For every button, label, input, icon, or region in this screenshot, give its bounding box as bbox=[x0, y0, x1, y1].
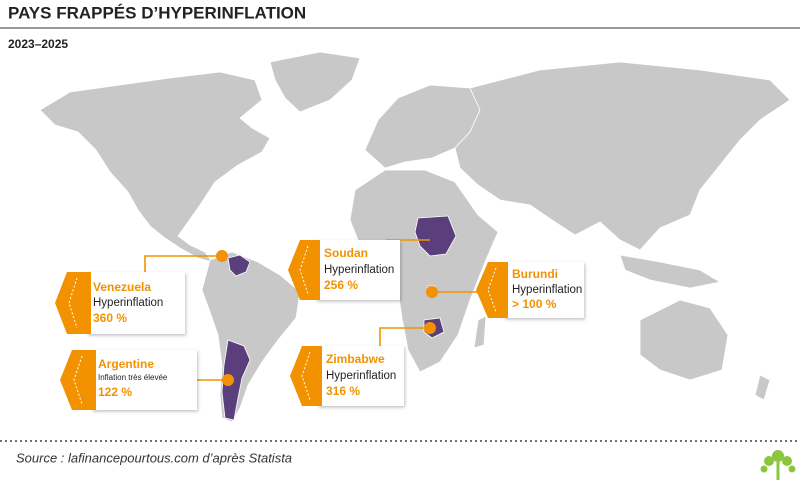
rate: 360 % bbox=[93, 311, 127, 325]
callout-box bbox=[318, 346, 404, 406]
world-map bbox=[39, 51, 791, 423]
leader-venezuela bbox=[144, 255, 222, 272]
country: Burundi bbox=[512, 267, 558, 281]
callout-sudan: Soudan Hyperinflation 256 % bbox=[288, 240, 400, 300]
callout-tab bbox=[288, 240, 320, 300]
callout-tab bbox=[55, 272, 91, 334]
north-america bbox=[39, 71, 271, 263]
rate: > 100 % bbox=[512, 297, 557, 311]
rate: 316 % bbox=[326, 384, 360, 398]
logo-leaf bbox=[760, 465, 768, 473]
new-zealand bbox=[754, 374, 771, 401]
callout-argentina: Argentine Inflation très élevée 122 % bbox=[60, 350, 197, 410]
venezuela bbox=[227, 254, 251, 277]
australia bbox=[639, 299, 729, 381]
logo-leaf bbox=[772, 450, 784, 462]
status: Hyperinflation bbox=[93, 297, 163, 309]
country: Argentine bbox=[98, 357, 154, 371]
logo-leaf bbox=[764, 456, 774, 466]
dot-venezuela bbox=[216, 250, 228, 262]
callout-chevron bbox=[301, 351, 311, 401]
status: Hyperinflation bbox=[324, 264, 394, 276]
callout-tab bbox=[290, 346, 322, 406]
callout-box bbox=[92, 350, 197, 410]
logo bbox=[760, 450, 796, 480]
madagascar bbox=[473, 315, 487, 349]
south-america bbox=[201, 251, 301, 423]
source: Source : lafinancepourtous.com d’après S… bbox=[16, 450, 292, 465]
status: Inflation très élevée bbox=[98, 373, 168, 382]
country: Venezuela bbox=[93, 280, 151, 294]
status: Hyperinflation bbox=[512, 284, 582, 296]
sudan bbox=[414, 215, 457, 257]
callout-tab bbox=[60, 350, 96, 410]
callout-tab bbox=[476, 262, 508, 318]
status: Hyperinflation bbox=[326, 370, 396, 382]
dot-argentina bbox=[222, 374, 234, 386]
rate: 256 % bbox=[324, 278, 358, 292]
title: PAYS FRAPPÉS D’HYPERINFLATION bbox=[8, 3, 306, 22]
logo-trunk bbox=[776, 462, 780, 480]
dot-zimbabwe bbox=[424, 322, 436, 334]
callout-chevron bbox=[68, 277, 78, 329]
callout-chevron bbox=[299, 245, 309, 295]
country: Zimbabwe bbox=[326, 352, 385, 366]
leader-zimbabwe bbox=[379, 327, 430, 346]
southeast-asia bbox=[619, 254, 722, 289]
dot-burundi bbox=[426, 286, 438, 298]
callout-box bbox=[504, 262, 584, 318]
callout-zimbabwe: Zimbabwe Hyperinflation 316 % bbox=[290, 346, 404, 406]
logo-leaf bbox=[782, 456, 792, 466]
greenland bbox=[269, 51, 361, 113]
country: Soudan bbox=[324, 246, 368, 260]
callout-box bbox=[87, 272, 185, 334]
callout-box bbox=[316, 240, 400, 300]
logo-leaf bbox=[788, 465, 796, 473]
callout-venezuela: Venezuela Hyperinflation 360 % bbox=[55, 272, 185, 334]
asia bbox=[454, 61, 791, 251]
rate: 122 % bbox=[98, 385, 132, 399]
callout-chevron bbox=[73, 355, 83, 405]
callout-burundi: Burundi Hyperinflation > 100 % bbox=[476, 262, 584, 318]
subtitle: 2023–2025 bbox=[8, 37, 68, 51]
